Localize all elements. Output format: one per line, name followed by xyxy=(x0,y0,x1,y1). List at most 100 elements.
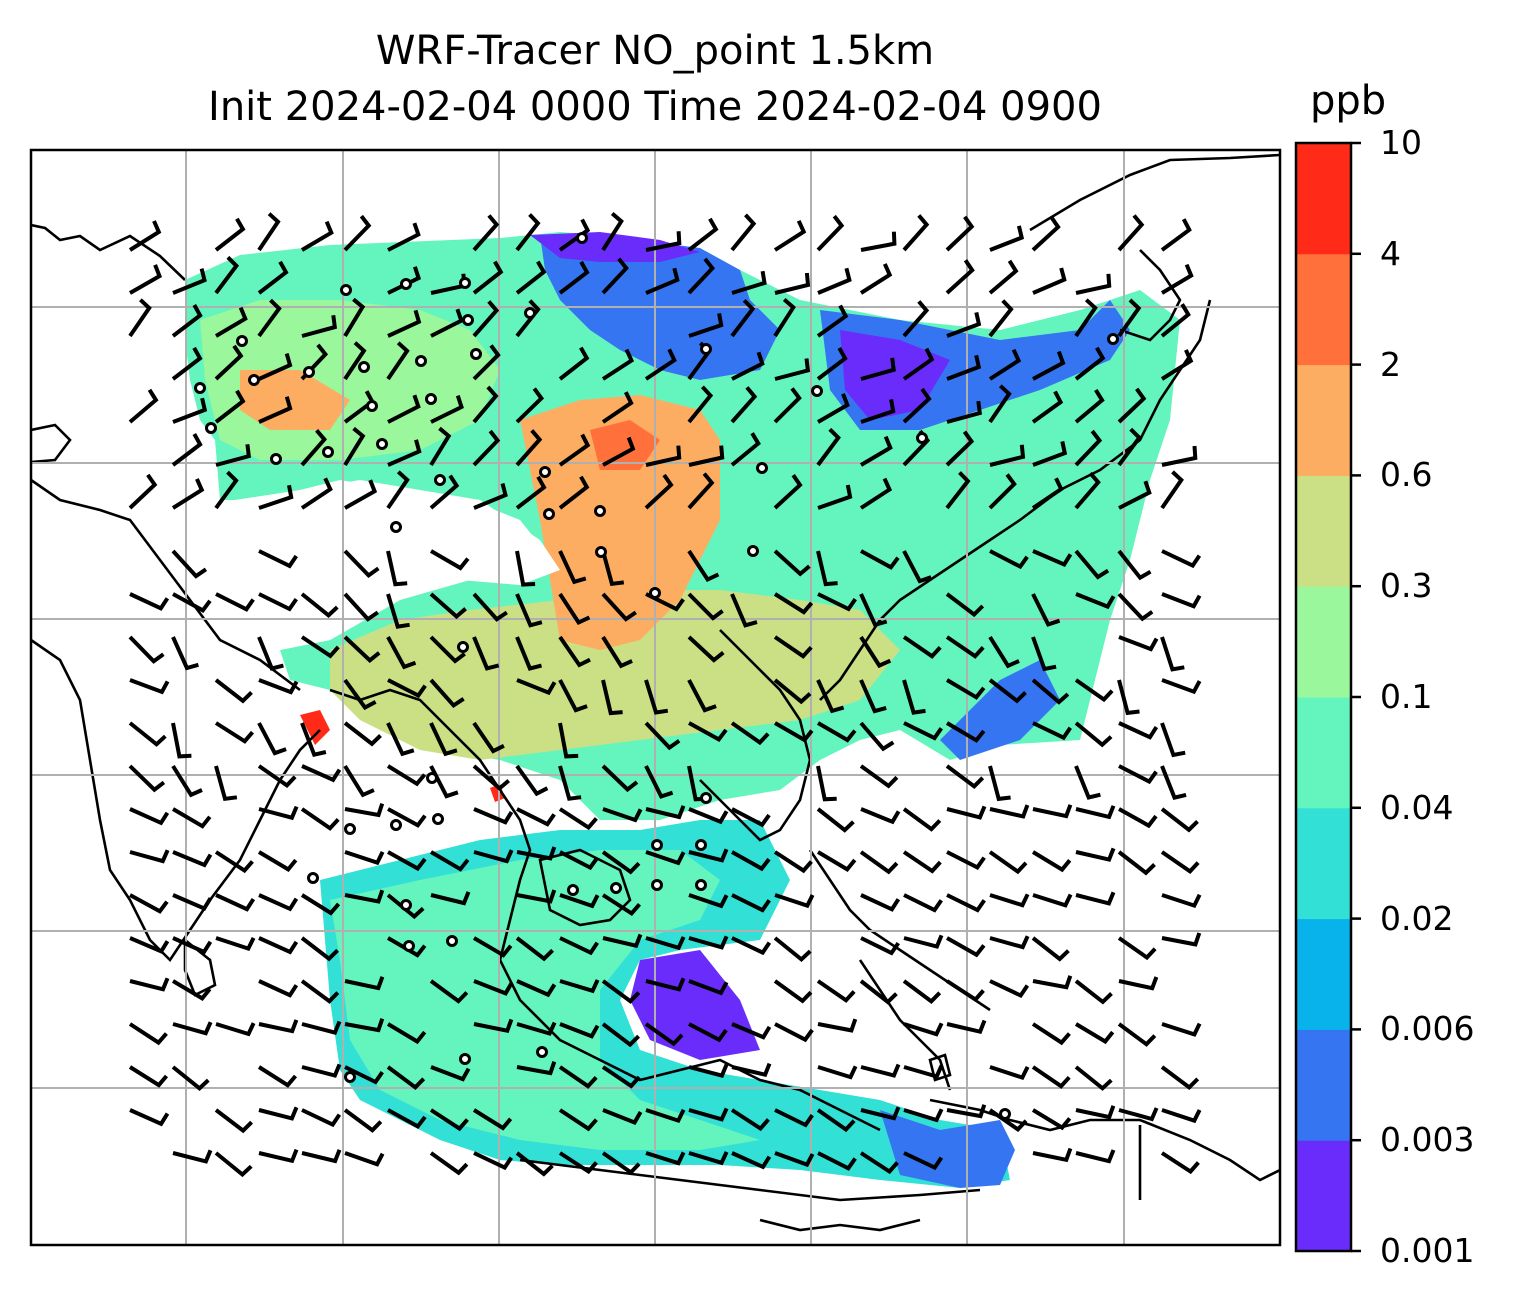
wind-barb xyxy=(1117,936,1157,961)
wind-barb xyxy=(1075,891,1116,906)
wind-barb xyxy=(214,217,246,252)
wind-barb xyxy=(601,550,625,586)
wind-barb xyxy=(859,850,899,875)
wind-barb xyxy=(1117,387,1147,424)
wind-barb xyxy=(344,1018,385,1033)
wind-barb xyxy=(343,426,366,467)
wind-barb xyxy=(902,347,935,381)
wind-barb xyxy=(559,936,599,956)
wind-barb xyxy=(473,1151,513,1171)
wind-barb xyxy=(902,387,932,424)
field-core-west xyxy=(240,370,350,430)
wind-barb xyxy=(215,444,251,467)
wind-barb xyxy=(1075,1105,1116,1120)
wind-barb xyxy=(1117,679,1140,716)
wind-barb xyxy=(817,592,857,612)
wind-barb xyxy=(1161,445,1198,467)
calm-marker xyxy=(432,813,444,825)
wind-barb xyxy=(1117,1022,1157,1047)
wind-barb xyxy=(1032,893,1073,908)
wind-barb xyxy=(903,1151,944,1171)
wind-barb xyxy=(601,764,639,793)
calm-marker xyxy=(695,879,707,891)
colorbar-tick-label: 0.3 xyxy=(1380,566,1433,606)
wind-barb xyxy=(257,636,284,671)
wind-barb xyxy=(1032,350,1066,381)
wind-barb xyxy=(602,933,643,949)
wind-barb xyxy=(1118,480,1152,510)
wind-barb xyxy=(902,850,942,874)
wind-barb xyxy=(902,807,942,832)
wind-barb xyxy=(128,1022,168,1046)
wind-barb xyxy=(1161,549,1202,569)
wind-barb xyxy=(516,846,557,861)
calm-marker xyxy=(205,422,217,434)
wind-barb xyxy=(644,721,681,751)
wind-barb xyxy=(1074,429,1103,467)
calm-marker xyxy=(446,935,458,947)
wind-barb xyxy=(903,1022,944,1037)
wind-barb xyxy=(989,893,1030,908)
wind-barb xyxy=(1032,440,1068,467)
wind-barb xyxy=(129,893,169,914)
calm-marker xyxy=(322,446,334,458)
colorbar-tick-label: 2 xyxy=(1380,344,1401,384)
wind-barb xyxy=(516,807,556,827)
wind-barb xyxy=(1161,1022,1202,1037)
calm-marker xyxy=(459,1053,471,1065)
wind-barb xyxy=(558,475,590,510)
wind-barb xyxy=(387,850,427,872)
wind-barb xyxy=(515,260,547,295)
wind-barb xyxy=(645,850,686,866)
wind-barb xyxy=(1031,1022,1071,1046)
wind-barb xyxy=(860,357,896,381)
wind-barb xyxy=(558,807,598,831)
wind-barb xyxy=(645,231,682,252)
calm-marker xyxy=(747,545,759,557)
colorbar xyxy=(1294,141,1361,1253)
wind-barb xyxy=(645,592,685,612)
wind-barb xyxy=(472,764,510,792)
field-central-high xyxy=(330,590,900,760)
wind-barb xyxy=(386,550,408,587)
wind-barb xyxy=(172,893,213,912)
wind-barb xyxy=(300,936,339,962)
wind-barb xyxy=(1075,1149,1116,1164)
wind-barb xyxy=(816,427,841,467)
colorbar-segment xyxy=(1296,143,1351,255)
wind-barb xyxy=(258,353,293,381)
wind-barb xyxy=(386,936,427,958)
wind-barb xyxy=(774,1022,814,1043)
wind-barb xyxy=(1118,1107,1159,1122)
wind-barb xyxy=(516,979,557,998)
calm-marker xyxy=(539,466,551,478)
wind-barb xyxy=(903,893,943,913)
wind-barb xyxy=(172,1021,213,1036)
wind-barb xyxy=(989,444,1026,467)
wind-barb xyxy=(215,1022,256,1037)
wind-barb xyxy=(946,354,982,381)
wind-barb xyxy=(214,850,254,874)
wind-barb xyxy=(258,936,299,955)
wind-barb xyxy=(129,592,170,611)
wind-barb xyxy=(988,473,1017,510)
colorbar-tick-label: 0.02 xyxy=(1380,898,1454,938)
wind-barb xyxy=(1118,721,1159,740)
wind-barb xyxy=(860,893,901,912)
wind-barb xyxy=(344,1065,384,1085)
wind-barb xyxy=(946,1019,987,1035)
wind-barb xyxy=(171,304,203,338)
wind-barb xyxy=(128,1065,169,1088)
wind-barb xyxy=(128,388,159,424)
wind-barb xyxy=(171,433,203,467)
wind-barb xyxy=(1117,850,1156,876)
wind-barb xyxy=(430,308,464,338)
wind-barb xyxy=(1032,549,1073,568)
wind-barb xyxy=(902,679,926,715)
wind-barb xyxy=(687,217,719,252)
colorbar-segment xyxy=(1296,475,1351,587)
wind-barb xyxy=(473,807,514,825)
wind-barb xyxy=(258,549,298,569)
wind-barb xyxy=(257,850,298,873)
wind-barb xyxy=(946,850,986,870)
